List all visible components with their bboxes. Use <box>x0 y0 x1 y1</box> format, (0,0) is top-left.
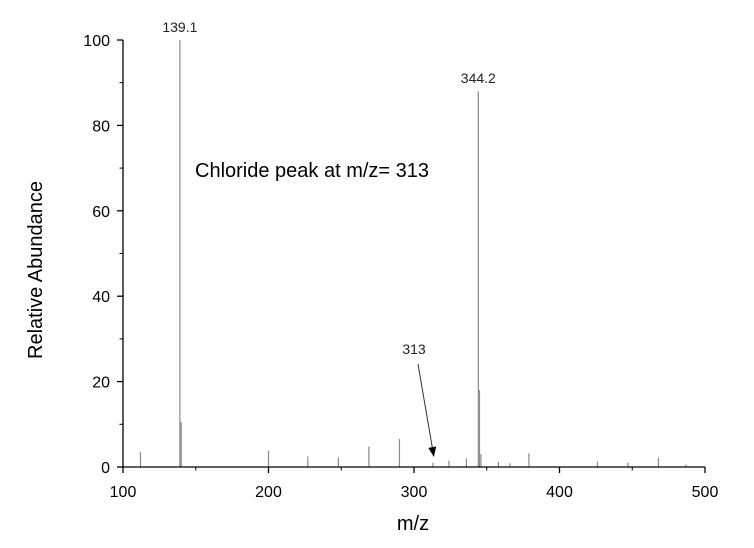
x-axis-title: m/z <box>397 513 429 535</box>
y-tick-label: 80 <box>92 118 110 135</box>
chloride-arrow-head <box>428 446 437 457</box>
x-tick-label: 100 <box>110 484 137 501</box>
x-tick-label: 200 <box>255 484 282 501</box>
chloride-arrow <box>417 363 433 448</box>
peak-label: 139.1 <box>162 19 197 35</box>
x-tick-label: 400 <box>546 484 573 501</box>
chloride-peak-note: Chloride peak at m/z= 313 <box>195 160 429 182</box>
y-tick-label: 20 <box>92 375 110 392</box>
axis-ticks: 100 200 300 400 500 0 20 40 60 80 100 <box>83 33 718 501</box>
x-tick-label: 300 <box>401 484 428 501</box>
y-tick-label: 40 <box>92 289 110 306</box>
y-tick-label: 100 <box>83 33 110 50</box>
peak-label: 344.2 <box>461 70 496 86</box>
peak-labels: 139.1 344.2 <box>162 19 496 86</box>
y-tick-label: 0 <box>101 460 110 477</box>
x-tick-label: 500 <box>692 484 719 501</box>
chloride-arrow-label: 313 <box>402 341 426 357</box>
spectrum-peaks <box>139 40 687 467</box>
axes <box>122 40 705 468</box>
y-tick-label: 60 <box>92 204 110 221</box>
y-axis-title: Relative Abundance <box>25 181 47 359</box>
